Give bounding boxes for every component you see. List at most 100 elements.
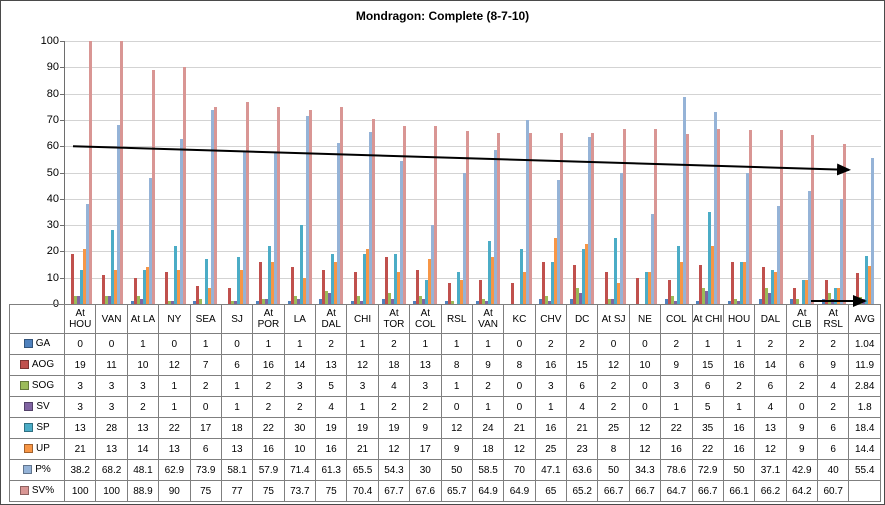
bar-sog — [293, 296, 297, 304]
category-header: At SJ — [597, 304, 630, 334]
bar-ga — [727, 301, 731, 304]
value-cell: 64.7 — [660, 480, 693, 502]
bar-group — [787, 41, 818, 304]
y-axis-tick — [60, 277, 64, 279]
value-cell: 3 — [534, 375, 568, 397]
bar-sp — [299, 225, 303, 304]
bar-ppct — [242, 151, 246, 304]
bar-svpct — [151, 70, 155, 304]
category-header: RSL — [440, 304, 473, 334]
bar-aog — [542, 261, 546, 304]
value-cell: 3 — [63, 375, 97, 397]
bar-group — [158, 41, 189, 304]
value-cell: 73.9 — [189, 459, 222, 481]
value-cell: 1 — [409, 333, 442, 355]
value-cell: 2 — [189, 375, 222, 397]
bar-up — [114, 269, 118, 304]
bar-sv — [579, 293, 583, 304]
gridline — [64, 67, 881, 69]
y-axis-tick — [60, 41, 64, 42]
legend-cell-up: UP — [9, 438, 65, 460]
bar-group — [190, 41, 221, 304]
bar-sp — [865, 255, 869, 304]
bar-group — [410, 41, 441, 304]
value-cell: 14 — [754, 354, 787, 376]
category-header: At RSL — [816, 304, 850, 334]
value-cell: 11 — [95, 354, 128, 376]
bar-aog — [856, 272, 860, 304]
value-cell: 0 — [628, 333, 662, 355]
bar-ppct — [117, 124, 121, 304]
bar-ppct — [808, 191, 812, 304]
bar-up — [365, 248, 369, 304]
value-cell — [848, 480, 881, 502]
bar-sp — [111, 230, 115, 304]
value-cell: 1 — [346, 333, 379, 355]
bar-svpct — [842, 144, 846, 304]
value-cell: 13 — [95, 438, 128, 460]
category-header: HOU — [722, 304, 756, 334]
bar-sv — [705, 290, 709, 304]
bar-sv — [736, 301, 740, 304]
y-axis-tick — [60, 67, 64, 69]
value-cell: 22 — [158, 417, 191, 439]
legend-key-swatch — [19, 486, 29, 496]
bar-aog — [353, 272, 357, 304]
bar-group — [567, 41, 598, 304]
value-cell: 3 — [409, 375, 442, 397]
bar-ppct — [839, 198, 843, 304]
bar-ppct — [211, 109, 215, 304]
value-cell: 1 — [252, 333, 285, 355]
value-cell: 2 — [722, 375, 756, 397]
bar-ppct — [399, 161, 403, 304]
bar-up — [868, 266, 872, 304]
table-row-sog: SOG 3 3 3 1 2 1 2 3 5 3 4 3 1 2 0 3 6 2 0 3 6 2 6 2 4 2.84 — [9, 375, 881, 397]
table-row-svpct: SV% 100 100 88.9 90 75 77 75 73.7 75 70.4 67.7 67.6 6… — [9, 480, 881, 502]
bar-sv — [390, 298, 394, 304]
value-cell: 1 — [158, 375, 191, 397]
bar-ga — [570, 298, 574, 304]
bar-sv — [485, 301, 489, 304]
bar-sv — [265, 298, 269, 304]
category-header: At CLB — [785, 304, 819, 334]
bar-aog — [730, 261, 734, 304]
value-cell: 6 — [220, 354, 254, 376]
bar-sog — [262, 298, 266, 304]
bar-group — [755, 41, 786, 304]
value-cell: 68.2 — [95, 459, 128, 481]
value-cell: 75 — [252, 480, 285, 502]
legend-cell-sog: SOG — [9, 375, 65, 397]
value-cell: 21 — [565, 417, 599, 439]
bar-sv — [768, 293, 771, 304]
value-cell: 2 — [785, 375, 819, 397]
value-cell: 1 — [283, 333, 317, 355]
bar-svpct — [88, 41, 92, 304]
value-cell: 2.84 — [848, 375, 881, 397]
bar-sog — [576, 288, 580, 304]
bar-group — [535, 41, 566, 304]
legend-cell-ga: GA — [9, 333, 65, 355]
value-cell: 0 — [440, 396, 473, 418]
value-cell: 1 — [220, 375, 254, 397]
y-axis-label: 40 — [46, 192, 59, 205]
value-cell: 16 — [660, 438, 693, 460]
value-cell: 40 — [816, 459, 850, 481]
value-cell: 2 — [377, 333, 411, 355]
bar-sp — [582, 248, 586, 304]
bar-svpct — [340, 106, 344, 304]
table-row-ga: GA 0 0 1 0 1 0 1 1 2 1 2 1 1 1 0 2 2 0 0 2 1 1 2 2 2 1.04 — [9, 333, 881, 355]
bar-svpct — [748, 130, 752, 304]
bar-ppct — [682, 97, 686, 304]
value-cell: 67.7 — [377, 480, 411, 502]
category-header: At HOU — [63, 304, 97, 334]
legend-series-name: P% — [35, 464, 51, 476]
value-cell: 12 — [628, 417, 662, 439]
bar-sv — [233, 301, 237, 304]
bar-svpct — [308, 110, 312, 304]
legend-series-name: UP — [36, 443, 50, 455]
bar-ppct — [148, 177, 152, 304]
y-axis-label: 60 — [46, 140, 59, 153]
bar-ppct — [494, 150, 498, 304]
value-cell: 6 — [816, 417, 850, 439]
category-header: At POR — [252, 304, 285, 334]
